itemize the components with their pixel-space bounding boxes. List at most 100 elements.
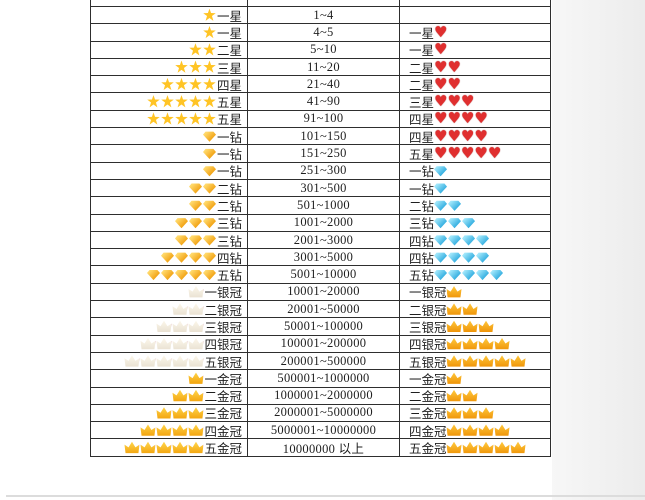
equivalent-cell: 五钻 [400,266,550,283]
gold-diamond-icon [202,235,216,246]
blue-diamond-icon [434,235,448,246]
equivalent-cell: 一钻 [400,180,550,196]
level-cell: 二钻 [91,197,248,214]
gold-crown-right-icon [494,424,510,436]
gold-crown-icon [188,389,204,402]
credit-level-table: 一星 1~4 一星 4~5 一星 ♥ 二星 5~10 一星 ♥ 三星 11~20 二星 ♥ ♥ 四星 21~40… [90,0,551,457]
range-value: 5001~10000 [290,267,357,282]
gold-star-icon [175,77,188,91]
equivalent-cell: 五银冠 [400,353,550,369]
blue-diamond-icon [434,218,448,229]
gold-crown-icon [172,424,188,436]
equivalent-cell: 五星 ♥ ♥ ♥ ♥ ♥ [400,145,550,162]
gold-star-icon [189,112,202,125]
red-heart-icon: ♥ [447,76,461,93]
range-cell: 100001~200000 [248,335,400,352]
table-row: 五星 91~100 四星 ♥ ♥ ♥ ♥ [91,109,550,128]
equivalent-label: 五钻 [409,269,435,283]
blue-diamond-icon [476,252,490,263]
equivalent-cell: 三星 ♥ ♥ ♥ [400,93,550,110]
gold-crown-right-icon [462,424,478,436]
table-row: 三钻 1001~2000 三钻 [91,213,550,231]
silver-crown-icon [188,286,204,298]
table-row: 四银冠 100001~200000 四银冠 [91,334,550,352]
gold-star-icon [161,112,174,125]
red-heart-icon: ♥ [447,110,461,128]
equivalent-cell: 四星 ♥ ♥ ♥ ♥ [400,128,550,144]
red-heart-icon: ♥ [434,110,448,128]
range-cell: 11~20 [248,58,400,76]
equivalent-cell: 四银冠 [400,336,550,352]
gold-diamond-icon [202,200,216,211]
blue-diamond-icon [434,183,448,194]
gold-crown-icon [156,424,172,436]
equivalent-label: 四星 [409,113,435,128]
silver-crown-icon [140,355,156,367]
gold-star-icon [147,112,160,125]
equivalent-cell: 四金冠 [400,422,550,438]
range-value: 100001~200000 [280,336,367,351]
gold-diamond-icon [188,235,202,246]
range-value: 91~100 [303,111,344,126]
blue-diamond-icon [462,252,476,263]
gold-star-icon [175,95,188,108]
gold-crown-right-icon [446,424,462,436]
gold-diamond-icon [188,183,202,194]
level-label: 一星 [216,9,242,24]
range-cell: 4~5 [248,24,400,41]
blue-crown-icon [462,355,478,367]
equivalent-label: 四钻 [409,234,435,249]
silver-crown-icon [156,355,172,367]
range-value: 5000001~10000000 [270,422,377,437]
table-row: 一钻 151~250 五星 ♥ ♥ ♥ ♥ ♥ [91,144,550,162]
gold-crown-right-icon [462,441,478,454]
level-cell: 四星 [91,76,248,93]
equivalent-label: 四星 [409,130,435,145]
silver-crown-icon [156,320,172,333]
silver-crown-icon [188,355,204,367]
range-value: 41~90 [306,94,341,109]
gold-star-icon [203,95,216,108]
gold-crown-right-icon [462,389,478,402]
gold-crown-icon [188,441,204,454]
right-margin-band [552,0,645,500]
gold-star-icon [203,77,216,91]
gold-crown-icon [188,372,204,384]
level-cell: 五星 [91,110,248,128]
range-cell: 10000000 以上 [248,439,400,456]
blue-crown-icon [478,355,494,367]
gold-crown-icon [156,407,172,419]
gold-crown-icon [156,441,172,454]
range-cell: 5~10 [248,41,400,58]
gold-crown-right-icon [462,407,478,419]
blue-diamond-icon [476,235,490,246]
level-cell: 一金冠 [91,370,248,387]
gold-crown-right-icon [446,441,462,454]
gold-diamond-icon [202,148,216,160]
equivalent-cell: 一星 ♥ [400,24,550,40]
level-label: 二银冠 [204,303,242,318]
level-label: 五金冠 [204,442,242,456]
blue-diamond-icon [448,235,462,246]
gold-diamond-icon [202,218,216,229]
equivalent-cell [400,0,550,6]
gold-star-icon [189,43,202,56]
red-heart-icon: ♥ [434,76,448,93]
equivalent-label: 四金冠 [409,424,447,439]
level-label: 二钻 [216,199,242,214]
table-row: 一钻 101~150 四星 ♥ ♥ ♥ ♥ [91,127,550,145]
blue-diamond-icon [448,218,462,229]
range-cell: 2001~3000 [248,231,400,249]
level-label: 四金冠 [204,424,242,439]
blue-crown-icon [446,355,462,367]
blue-crown-icon [494,338,510,350]
range-cell: 1~4 [248,7,400,24]
level-cell: 三钻 [91,231,248,249]
range-cell: 5000001~10000000 [248,422,400,439]
gold-diamond-icon [146,269,160,281]
gold-star-icon [203,43,216,56]
range-value: 4~5 [313,24,334,39]
level-cell: 一钻 [91,128,248,145]
equivalent-label: 三金冠 [409,407,447,422]
